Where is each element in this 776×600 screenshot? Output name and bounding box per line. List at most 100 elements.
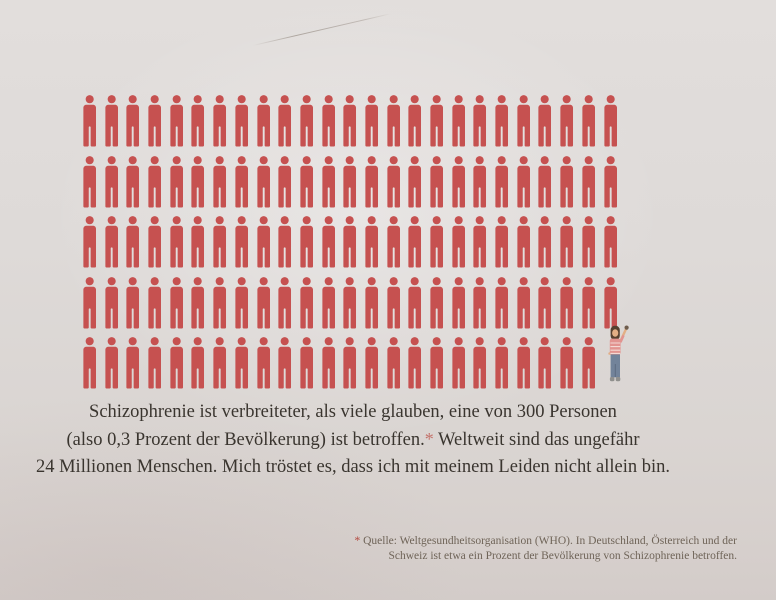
person-icon [538, 95, 552, 147]
person-icon [83, 216, 97, 268]
person-icon [473, 155, 487, 208]
person-icon [560, 95, 574, 147]
person-icon [148, 216, 162, 268]
person-icon [603, 155, 617, 208]
person-icon [105, 95, 118, 147]
caption-line-2-rest: Weltweit sind das ungefähr [433, 430, 640, 450]
person-icon [83, 337, 97, 389]
caption-line-3: 24 Millionen Menschen. Mich tröstet es, … [35, 457, 670, 477]
person-icon [343, 95, 357, 147]
pictogram-grid [83, 94, 634, 397]
person-icon [148, 276, 162, 329]
person-icon [300, 276, 313, 329]
person-icon [538, 216, 552, 268]
person-icon [430, 337, 444, 389]
person-icon [83, 95, 97, 147]
person-icon [495, 276, 509, 329]
person-icon [278, 95, 292, 147]
person-icon [430, 216, 444, 268]
person-icon [83, 276, 97, 329]
person-icon [387, 155, 400, 208]
person-icon [213, 337, 227, 389]
pictogram-row [83, 325, 634, 390]
person-icon [148, 95, 162, 147]
person-icon [191, 95, 205, 147]
person-icon [343, 276, 357, 329]
person-icon [126, 276, 140, 329]
pictogram-row [83, 215, 634, 269]
person-icon [191, 337, 205, 389]
person-icon [213, 155, 227, 208]
person-icon [365, 155, 378, 208]
highlight-figure-wrap [604, 325, 634, 390]
person-icon [408, 95, 422, 147]
person-icon [538, 155, 552, 208]
pictogram-row [83, 155, 634, 209]
person-icon [517, 95, 530, 147]
person-icon [408, 155, 422, 208]
person-icon [235, 337, 248, 389]
person-icon [387, 95, 400, 147]
person-icon [83, 155, 97, 208]
person-icon [170, 95, 183, 147]
person-icon [495, 337, 509, 389]
person-icon [517, 337, 530, 389]
person-icon [473, 337, 487, 389]
person-icon [517, 216, 530, 268]
person-icon [256, 337, 270, 389]
person-icon [582, 216, 595, 268]
person-icon [191, 216, 205, 268]
person-icon [213, 95, 227, 147]
person-icon [452, 95, 465, 147]
person-icon [321, 337, 335, 389]
person-icon [452, 337, 465, 389]
pictogram-row [83, 276, 634, 330]
person-icon [495, 95, 509, 147]
person-icon [343, 216, 357, 268]
person-icon [387, 337, 400, 389]
pictogram-row [83, 94, 634, 148]
caption-line-2-text: (also 0,3 Prozent der Bevölkerung) ist b… [66, 430, 425, 450]
person-icon [582, 276, 595, 329]
person-icon [538, 276, 552, 329]
person-icon [191, 155, 205, 208]
caption: Schizophrenie ist verbreiteter, als viel… [28, 399, 678, 481]
person-icon [387, 216, 400, 268]
person-icon [278, 216, 292, 268]
hand-drawn-person-raising-arm-icon [607, 325, 629, 382]
person-icon [517, 155, 530, 208]
person-icon [582, 155, 595, 208]
person-icon [408, 337, 422, 389]
person-icon [126, 95, 140, 147]
person-icon [105, 337, 118, 389]
person-icon [300, 216, 313, 268]
person-icon [300, 337, 313, 389]
caption-line-1: Schizophrenie ist verbreiteter, als viel… [89, 402, 617, 422]
person-icon [321, 155, 335, 208]
person-icon [560, 155, 574, 208]
person-icon [170, 337, 183, 389]
person-icon [321, 276, 335, 329]
person-icon [235, 155, 248, 208]
person-icon [538, 337, 552, 389]
person-icon [473, 216, 487, 268]
person-icon [452, 276, 465, 329]
person-icon [321, 95, 335, 147]
person-icon [148, 337, 162, 389]
person-icon [582, 95, 595, 147]
person-icon [560, 337, 574, 389]
person-icon [473, 95, 487, 147]
person-icon [365, 216, 378, 268]
paper-crease-line [252, 13, 392, 46]
person-icon [235, 276, 248, 329]
person-icon [603, 95, 617, 147]
person-icon [170, 155, 183, 208]
person-icon [256, 216, 270, 268]
person-icon [560, 276, 574, 329]
footnote-line-1-text: Quelle: Weltgesundheitsorganisation (WHO… [363, 535, 737, 547]
person-icon [170, 216, 183, 268]
person-icon [517, 276, 530, 329]
person-icon [365, 95, 378, 147]
person-icon [343, 155, 357, 208]
